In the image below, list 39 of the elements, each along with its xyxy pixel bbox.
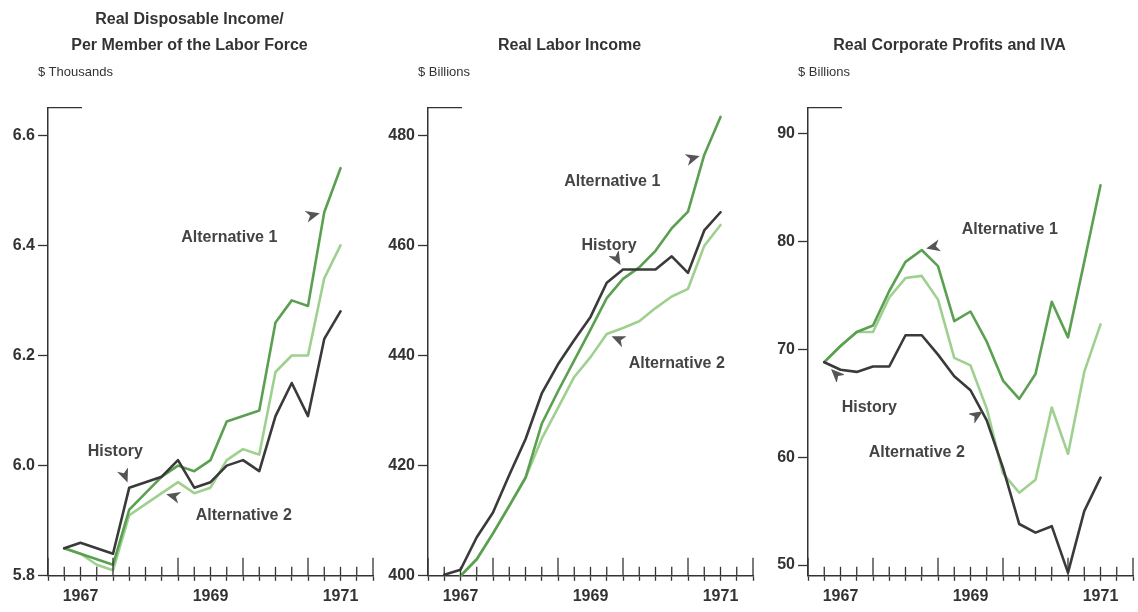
chart-title: Real Labor Income: [497, 35, 642, 55]
y-tick-label: 400: [388, 566, 416, 584]
y-tick-label: 480: [388, 125, 416, 143]
y-tick-label: 90: [777, 123, 796, 141]
y-axis-title: $ Billions: [418, 64, 471, 79]
y-tick-label: 440: [388, 345, 416, 363]
series-label: History: [841, 397, 897, 415]
chart-title: Real Corporate Profits and IVA: [833, 35, 1066, 55]
series-label: Alternative 2: [628, 354, 725, 372]
x-tick-label: 1969: [952, 586, 989, 604]
series-label: History: [87, 442, 143, 460]
chart-title: Real Disposable Income/ Per Member of the Labor Force: [71, 9, 308, 55]
x-tick-label: 1971: [322, 586, 359, 604]
y-tick-label: 70: [777, 339, 796, 357]
text: Alternative 1: [564, 172, 661, 190]
x-tick-label: 1967: [442, 586, 479, 604]
x-tick-label: 1971: [1082, 586, 1119, 604]
series-label: Alternative 1: [961, 220, 1058, 238]
text: Alternative 1: [181, 227, 278, 245]
x-tick-label: 1971: [702, 586, 739, 604]
x-tick-label: 1969: [192, 586, 229, 604]
x-tick-label: 1969: [572, 586, 609, 604]
y-tick-label: 6.2: [12, 345, 36, 363]
x-tick-label: 1967: [822, 586, 859, 604]
y-tick-label: 60: [777, 447, 796, 465]
y-axis-title: $ Billions: [798, 64, 851, 79]
y-tick-label: 6.6: [12, 125, 36, 143]
y-tick-label: 6.4: [12, 235, 36, 253]
series-label: Alternative 2: [195, 505, 292, 523]
y-axis-title: $ Thousands: [38, 64, 113, 79]
series-label: History: [581, 235, 637, 253]
series-label: Alternative 2: [868, 442, 965, 460]
y-tick-label: 420: [388, 456, 416, 474]
y-tick-label: 6.0: [12, 456, 36, 474]
x-tick-label: 1967: [62, 586, 99, 604]
y-tick-label: 50: [777, 555, 796, 573]
y-tick-label: 460: [388, 235, 416, 253]
y-tick-label: 5.8: [12, 566, 36, 584]
y-tick-label: 80: [777, 231, 796, 249]
